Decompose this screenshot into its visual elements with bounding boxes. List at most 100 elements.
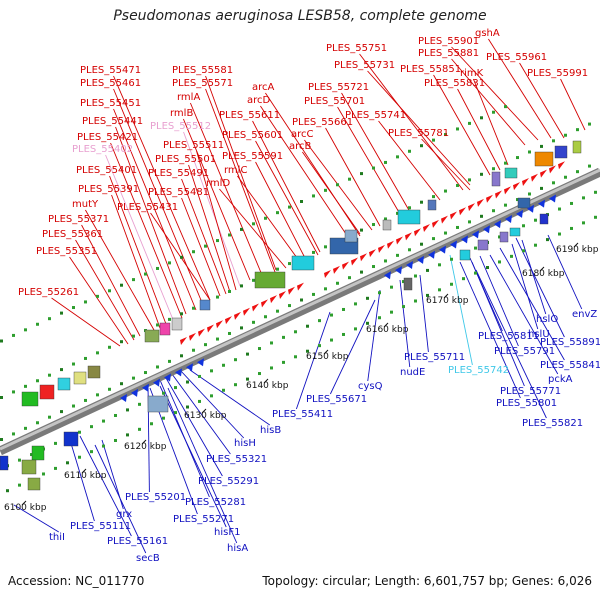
leader-line — [295, 311, 331, 410]
leader-line — [255, 140, 319, 256]
gene-feature — [539, 213, 549, 225]
tick-dot — [486, 266, 489, 270]
tick-dot — [282, 360, 285, 364]
leader-line — [433, 74, 491, 176]
tick-dot — [504, 105, 507, 109]
gene-feature — [534, 151, 554, 167]
leader-line — [329, 299, 376, 395]
tick-dot — [12, 390, 15, 394]
forward-gene-label: PLES_55511 — [163, 140, 224, 151]
kbp-tick-mark — [323, 349, 329, 355]
forward-gene-arrow — [414, 228, 421, 237]
leader-line — [451, 46, 539, 141]
tick-dot — [54, 441, 57, 445]
kbp-tick-label: 6130 kbp — [184, 411, 227, 421]
tick-dot — [312, 292, 315, 296]
kbp-tick-mark — [443, 293, 449, 299]
forward-gene-arrow — [558, 161, 565, 170]
tick-dot — [354, 302, 357, 306]
leader-line — [421, 138, 471, 191]
tick-dot — [252, 278, 255, 282]
forward-gene-label: arcC — [291, 129, 314, 140]
kbp-tick-label: 6150 kbp — [306, 352, 349, 362]
forward-gene-label: PLES_55991 — [527, 68, 588, 79]
tick-dot — [168, 261, 171, 265]
tick-dot — [384, 160, 387, 164]
forward-gene-arrow — [360, 253, 367, 262]
leader-line — [367, 70, 471, 186]
tick-dot — [174, 386, 177, 390]
tick-dot — [252, 320, 255, 324]
leader-line — [159, 385, 227, 528]
tick-dot — [120, 382, 123, 386]
tick-dot — [408, 149, 411, 153]
reverse-gene-arrow — [494, 220, 501, 229]
gene-feature — [403, 277, 413, 291]
tick-dot — [594, 215, 597, 219]
tick-dot — [348, 177, 351, 181]
reverse-gene-label: thiI — [49, 532, 65, 543]
forward-gene-arrow — [342, 261, 349, 270]
leader-line — [337, 106, 401, 215]
gene-feature — [517, 197, 531, 209]
tick-dot — [576, 128, 579, 132]
tick-dot — [246, 377, 249, 381]
forward-gene-arrow — [252, 303, 259, 312]
forward-gene-label: PLES_55441 — [82, 116, 143, 127]
leader-line — [196, 150, 237, 291]
genome-title: Pseudomonas aeruginosa LESB58, complete … — [113, 8, 487, 24]
forward-gene-arrow — [234, 311, 241, 320]
reverse-gene-arrow — [450, 240, 457, 249]
tick-dot — [546, 238, 549, 242]
leader-line — [399, 279, 411, 368]
forward-gene-label: rmlC — [224, 165, 247, 176]
leader-line — [188, 164, 231, 293]
tick-dot — [348, 276, 351, 280]
gene-feature — [199, 299, 211, 311]
forward-gene-arrow — [324, 270, 331, 279]
forward-gene-label: rmlA — [177, 92, 200, 103]
tick-dot — [18, 483, 21, 487]
tick-dot — [276, 309, 279, 313]
tick-dot — [480, 116, 483, 120]
tick-dot — [72, 362, 75, 366]
reverse-gene-arrow — [175, 368, 182, 377]
forward-gene-label: PLES_55431 — [117, 202, 178, 213]
tick-dot — [336, 281, 339, 285]
tick-dot — [330, 313, 333, 317]
tick-dot — [444, 231, 447, 235]
leader-line — [181, 178, 227, 295]
forward-gene-arrow — [432, 219, 439, 228]
forward-gene-arrow — [477, 198, 484, 207]
tick-dot — [60, 410, 63, 414]
leader-line — [451, 58, 526, 146]
leader-line — [94, 444, 147, 554]
leader-line — [237, 175, 301, 263]
leader-line — [183, 118, 251, 281]
tick-dot — [510, 254, 513, 258]
leader-line — [449, 254, 473, 366]
reverse-gene-label: pckA — [548, 374, 573, 385]
leader-line — [302, 151, 361, 235]
forward-gene-label: PLES_55581 — [172, 65, 233, 76]
reverse-gene-label: PLES_55841 — [540, 360, 600, 371]
reverse-gene-label: PLES_55811 — [478, 331, 539, 342]
forward-gene-label: rmlD — [206, 178, 230, 189]
tick-dot — [432, 138, 435, 142]
tick-dot — [540, 144, 543, 148]
reverse-gene-arrow — [549, 194, 556, 203]
tick-dot — [258, 372, 261, 376]
tick-dot — [24, 384, 27, 388]
forward-gene-label: mutY — [72, 199, 99, 210]
tick-dot — [468, 178, 471, 182]
leader-line — [165, 377, 223, 477]
tick-dot — [498, 235, 501, 239]
reverse-gene-label: hslU — [528, 329, 550, 340]
tick-dot — [162, 391, 165, 395]
reverse-gene-label: secB — [136, 553, 160, 564]
tick-dot — [396, 155, 399, 159]
reverse-gene-label: hslO — [536, 314, 558, 325]
tick-dot — [276, 211, 279, 215]
tick-dot — [132, 278, 135, 282]
